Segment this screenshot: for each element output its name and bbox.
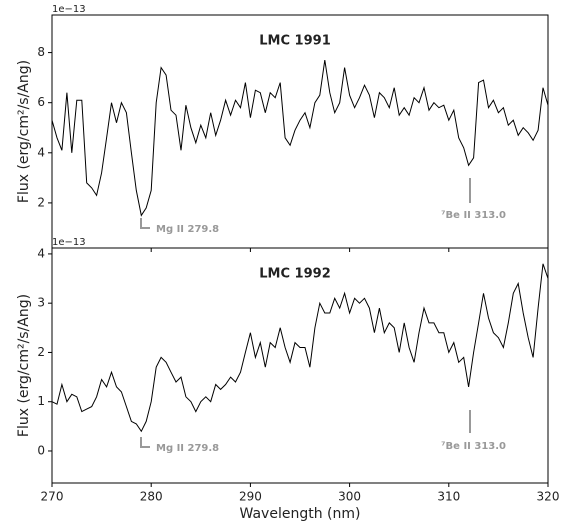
y-tick-label: 4 [37, 246, 45, 260]
offset-text: 1e−13 [52, 237, 86, 248]
axes-frame [51, 247, 549, 484]
y-tick-label: 8 [37, 45, 45, 59]
annotation: Mg II 279.8 [156, 443, 219, 454]
annotation: ⁷Be II 313.0 [441, 210, 506, 221]
annotation: Mg II 279.8 [156, 224, 219, 235]
panel-title: LMC 1992 [259, 267, 330, 282]
x-tick-label: 320 [537, 490, 560, 504]
y-tick-label: 0 [37, 443, 45, 457]
y-axis-label: Flux (erg/cm²/s/Ang) [16, 294, 32, 437]
annotation-bracket [140, 437, 150, 448]
x-tick-label: 270 [41, 490, 64, 504]
y-tick-label: 4 [37, 145, 45, 159]
x-tick-label: 300 [338, 490, 361, 504]
x-tick-label: 280 [140, 490, 163, 504]
spectrum-line [51, 60, 549, 217]
y-tick-label: 1 [37, 394, 45, 408]
x-tick-label: 310 [437, 490, 460, 504]
spectrum-line [51, 263, 549, 433]
y-tick-label: 6 [37, 95, 45, 109]
offset-text: 1e−13 [52, 4, 86, 15]
y-axis-label: Flux (erg/cm²/s/Ang) [16, 60, 32, 203]
y-tick-label: 2 [37, 345, 45, 359]
annotation: ⁷Be II 313.0 [441, 441, 506, 452]
y-tick-label: 2 [37, 195, 45, 209]
x-tick-label: 290 [239, 490, 262, 504]
annotation-bracket [140, 218, 150, 229]
panel-title: LMC 1991 [259, 34, 330, 49]
x-axis-label: Wavelength (nm) [240, 506, 361, 522]
y-tick-label: 3 [37, 296, 45, 310]
